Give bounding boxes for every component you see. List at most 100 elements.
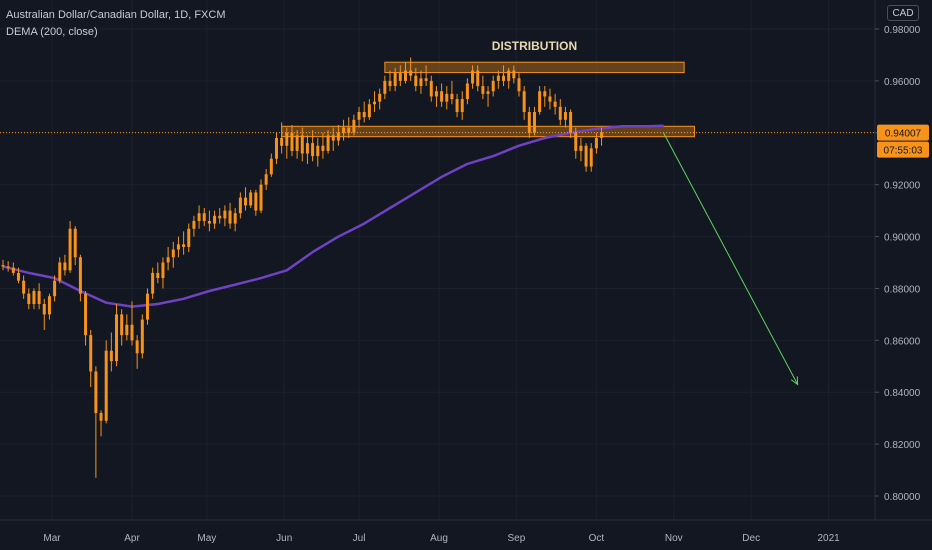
candle	[223, 205, 227, 227]
candle	[27, 288, 31, 310]
candle-body	[450, 93, 454, 100]
candle	[140, 314, 144, 359]
candle-body	[42, 304, 46, 315]
candle	[579, 137, 583, 162]
candle	[58, 257, 62, 284]
candle-body	[238, 197, 242, 214]
indicator-legend[interactable]: DEMA (200, close)	[6, 26, 98, 38]
candle	[42, 298, 46, 330]
candle-body	[213, 215, 217, 224]
price-axis[interactable]: 0.980000.960000.940000.920000.900000.880…	[875, 25, 929, 503]
candle	[548, 88, 552, 110]
candle	[460, 91, 464, 120]
candle	[373, 91, 377, 113]
candle	[264, 169, 268, 190]
candle	[486, 86, 490, 107]
candle-body	[331, 135, 335, 141]
candle-body	[362, 112, 366, 118]
candle	[388, 70, 392, 92]
candle-body	[502, 75, 506, 81]
candle-body	[600, 132, 604, 138]
candle-body	[512, 70, 516, 79]
candle	[471, 65, 475, 89]
candle-body	[16, 272, 20, 281]
candle-body	[393, 73, 397, 87]
candle	[434, 86, 438, 107]
currency-badge[interactable]: CAD	[887, 5, 919, 21]
candle	[182, 231, 186, 255]
candle-body	[11, 267, 15, 273]
candle	[450, 80, 454, 105]
candle	[104, 340, 108, 424]
candle-body	[522, 91, 526, 113]
candle-body	[207, 220, 211, 224]
candle	[53, 275, 57, 302]
candle-body	[429, 80, 433, 97]
overlays	[0, 132, 875, 386]
candle	[424, 65, 428, 87]
candle-body	[558, 106, 562, 120]
candle-body	[125, 324, 129, 336]
price-tick-label: 0.88000	[884, 284, 921, 295]
candle	[166, 246, 170, 271]
time-tick-label: Aug	[430, 533, 448, 544]
candle-body	[409, 70, 413, 76]
candle	[465, 78, 469, 105]
candle	[574, 127, 578, 159]
candle	[207, 210, 211, 232]
candle-body	[347, 127, 351, 133]
candle	[295, 130, 299, 159]
candle	[228, 202, 232, 229]
candle-body	[326, 135, 330, 151]
candle	[244, 187, 248, 211]
candle	[16, 267, 20, 284]
candle-body	[532, 112, 536, 133]
time-tick-label: Jul	[353, 533, 366, 544]
candle-body	[321, 145, 325, 151]
candle	[78, 254, 82, 302]
candle-body	[140, 319, 144, 354]
candle	[584, 143, 588, 172]
candle	[383, 75, 387, 100]
candle	[543, 86, 547, 107]
symbol-title[interactable]: Australian Dollar/Canadian Dollar, 1D, F…	[6, 9, 226, 21]
candle-body	[290, 132, 294, 151]
candle-body	[352, 119, 356, 133]
candle	[115, 304, 119, 367]
candle	[120, 309, 124, 346]
time-axis[interactable]: Mar Apr May Jun Jul Aug Sep Oct Nov Dec 2021	[43, 533, 840, 544]
candle	[517, 73, 521, 97]
candle	[73, 226, 77, 266]
candle-body	[73, 228, 77, 258]
candle	[233, 208, 237, 232]
dema-200-line	[2, 124, 664, 308]
candle-body	[305, 143, 309, 154]
candle	[37, 283, 41, 310]
candle	[393, 67, 397, 92]
last-price-value: 0.94007	[885, 129, 922, 140]
candle-body	[388, 80, 392, 87]
candle	[305, 135, 309, 164]
candle	[538, 86, 542, 115]
candle-body	[109, 350, 113, 362]
candle	[213, 210, 217, 229]
candle	[269, 153, 273, 177]
candle-body	[300, 135, 304, 154]
candle	[254, 189, 258, 216]
candle-body	[434, 91, 438, 97]
price-tick-label: 0.86000	[884, 336, 921, 347]
candle-body	[249, 192, 253, 206]
price-tick-label: 0.98000	[884, 25, 921, 36]
candle-body	[589, 148, 593, 167]
candle	[419, 70, 423, 94]
candle-body	[481, 86, 485, 94]
candle	[156, 262, 160, 284]
candle-body	[373, 101, 377, 105]
candle-body	[22, 280, 26, 294]
distribution-top-zone[interactable]	[384, 61, 685, 74]
candle	[398, 65, 402, 87]
candle	[135, 335, 139, 369]
candle-body	[151, 272, 155, 294]
candle	[403, 62, 407, 84]
